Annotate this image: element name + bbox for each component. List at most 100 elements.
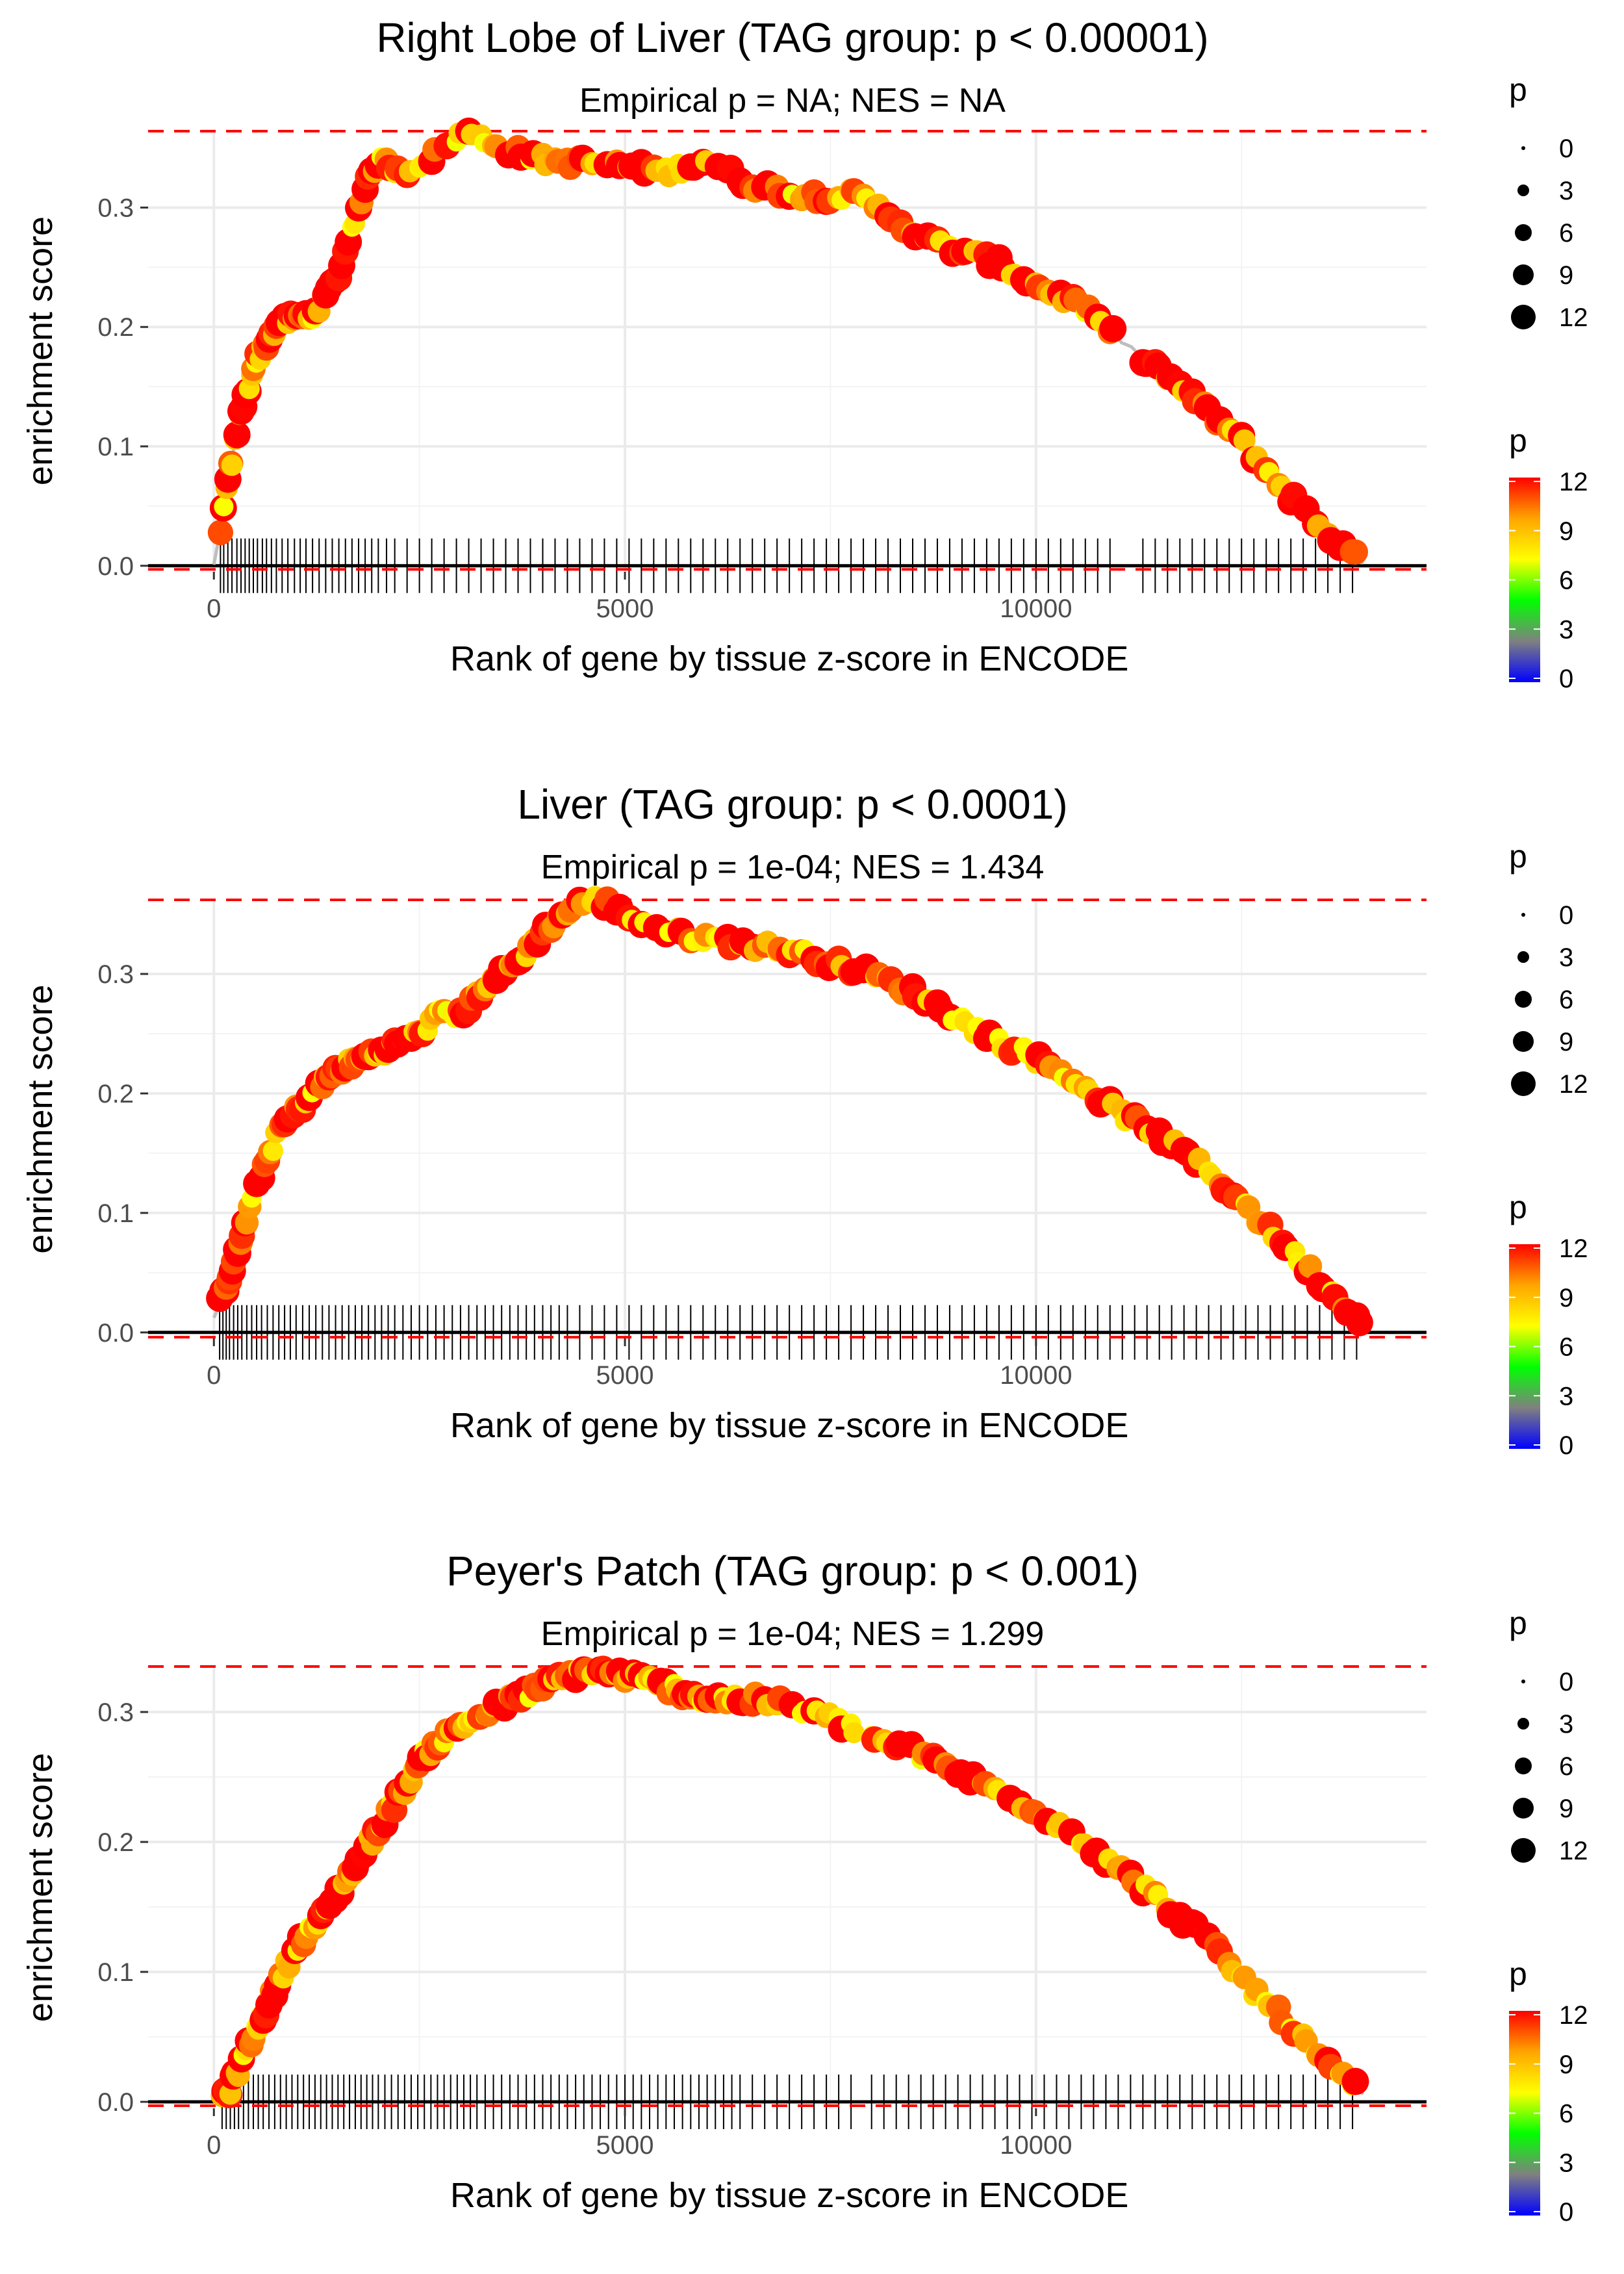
y-axis-title: enrichment score <box>21 984 60 1253</box>
chart-subtitle: Empirical p = 1e-04; NES = 1.434 <box>541 849 1045 886</box>
size-legend-label: 0 <box>1559 1668 1573 1696</box>
x-tick-label: 5000 <box>596 1361 654 1390</box>
x-tick-label: 0 <box>207 594 221 623</box>
size-legend-dot <box>1515 1757 1532 1774</box>
data-point <box>221 454 243 476</box>
color-legend-label: 0 <box>1559 665 1573 693</box>
panels: Right Lobe of Liver (TAG group: p < 0.00… <box>21 14 1588 2227</box>
size-legend-label: 6 <box>1559 986 1573 1014</box>
y-tick-label: 0.0 <box>97 2088 134 2117</box>
legend-color: p 12 9 6 3 0 <box>1509 1956 1588 2227</box>
color-legend-title: p <box>1509 422 1527 459</box>
y-tick-label: 0.3 <box>97 960 134 989</box>
data-point <box>1233 429 1256 452</box>
size-legend-label: 3 <box>1559 177 1573 205</box>
data-point <box>1099 314 1127 342</box>
panel-1: Right Lobe of Liver (TAG group: p < 0.00… <box>21 14 1588 693</box>
x-axis-title: Rank of gene by tissue z-score in ENCODE <box>450 1406 1128 1445</box>
color-legend-title: p <box>1509 1956 1527 1992</box>
size-legend-dot <box>1521 1680 1525 1683</box>
size-legend-label: 9 <box>1559 1795 1573 1823</box>
size-legend-label: 6 <box>1559 1752 1573 1781</box>
size-legend-dot <box>1521 146 1525 150</box>
data-point <box>1345 1309 1373 1336</box>
size-legend-dot <box>1521 913 1525 917</box>
size-legend-label: 0 <box>1559 901 1573 930</box>
color-legend-label: 12 <box>1559 2001 1588 2030</box>
legend-size: p 0 3 6 9 12 <box>1509 71 1588 332</box>
color-legend-label: 0 <box>1559 2198 1573 2227</box>
color-legend-label: 9 <box>1559 517 1573 546</box>
es-points <box>210 1655 1369 2108</box>
size-legend-title: p <box>1509 71 1527 108</box>
es-points <box>206 886 1373 1336</box>
y-tick-label: 0.1 <box>97 1199 134 1228</box>
color-legend-label: 9 <box>1559 2050 1573 2079</box>
size-legend-dot <box>1517 951 1529 963</box>
size-legend-dot <box>1515 991 1532 1008</box>
data-point <box>214 496 234 517</box>
y-tick-label: 0.2 <box>97 1828 134 1857</box>
data-point <box>262 1140 284 1161</box>
y-tick-label: 0.3 <box>97 1698 134 1727</box>
size-legend-dot <box>1515 224 1532 241</box>
size-legend-dot <box>1511 1838 1536 1863</box>
y-axis-title: enrichment score <box>21 216 60 485</box>
size-legend-label: 3 <box>1559 1710 1573 1739</box>
size-legend-label: 12 <box>1559 1837 1588 1865</box>
color-legend-label: 6 <box>1559 1333 1573 1362</box>
size-legend-label: 12 <box>1559 303 1588 332</box>
legend-size: p 0 3 6 9 12 <box>1509 838 1588 1099</box>
x-tick-label: 0 <box>207 2131 221 2160</box>
x-tick-label: 5000 <box>596 594 654 623</box>
color-legend-label: 6 <box>1559 2100 1573 2128</box>
color-legend-label: 12 <box>1559 468 1588 496</box>
x-tick-label: 0 <box>207 1361 221 1390</box>
size-legend-label: 6 <box>1559 219 1573 248</box>
color-legend-label: 3 <box>1559 615 1573 644</box>
y-tick-label: 0.1 <box>97 1958 134 1987</box>
color-legend-label: 3 <box>1559 2149 1573 2177</box>
y-tick-label: 0.1 <box>97 433 134 461</box>
y-tick-label: 0.2 <box>97 1080 134 1108</box>
size-legend-label: 9 <box>1559 1028 1573 1056</box>
size-legend-dot <box>1511 1071 1536 1096</box>
panel-2: Liver (TAG group: p < 0.0001) Empirical p… <box>21 781 1588 1460</box>
y-tick-label: 0.0 <box>97 552 134 581</box>
size-legend-dot <box>1517 185 1529 196</box>
size-legend-label: 9 <box>1559 261 1573 290</box>
size-legend-dot <box>1513 1798 1534 1819</box>
legend-size: p 0 3 6 9 12 <box>1509 1605 1588 1865</box>
legend-color: p 12 9 6 3 0 <box>1509 1189 1588 1460</box>
legend-color: p 12 9 6 3 0 <box>1509 422 1588 693</box>
y-axis-title: enrichment score <box>21 1753 60 2022</box>
y-tick-label: 0.3 <box>97 194 134 222</box>
chart-subtitle: Empirical p = NA; NES = NA <box>579 82 1006 120</box>
data-point <box>1298 1254 1323 1279</box>
color-legend-label: 3 <box>1559 1382 1573 1411</box>
chart-subtitle: Empirical p = 1e-04; NES = 1.299 <box>541 1615 1045 1653</box>
size-legend-dot <box>1513 1031 1534 1052</box>
size-legend-dot <box>1511 305 1536 329</box>
size-legend-label: 0 <box>1559 134 1573 163</box>
y-tick-label: 0.2 <box>97 313 134 342</box>
data-point <box>843 1722 865 1744</box>
size-legend-label: 3 <box>1559 943 1573 972</box>
es-points <box>207 117 1368 565</box>
chart-title: Right Lobe of Liver (TAG group: p < 0.00… <box>376 14 1208 61</box>
chart-title: Peyer's Patch (TAG group: p < 0.001) <box>446 1548 1139 1594</box>
color-legend-label: 9 <box>1559 1284 1573 1312</box>
y-tick-label: 0.0 <box>97 1319 134 1348</box>
x-axis-title: Rank of gene by tissue z-score in ENCODE <box>450 639 1128 678</box>
data-point <box>1341 2067 1369 2095</box>
chart-title: Liver (TAG group: p < 0.0001) <box>517 781 1067 828</box>
color-legend-label: 0 <box>1559 1431 1573 1460</box>
x-tick-label: 10000 <box>1000 594 1072 623</box>
x-tick-label: 5000 <box>596 2131 654 2160</box>
size-legend-title: p <box>1509 838 1527 875</box>
size-legend-title: p <box>1509 1605 1527 1641</box>
x-tick-label: 10000 <box>1000 1361 1072 1390</box>
x-axis-title: Rank of gene by tissue z-score in ENCODE <box>450 2176 1128 2215</box>
size-legend-dot <box>1513 264 1534 285</box>
